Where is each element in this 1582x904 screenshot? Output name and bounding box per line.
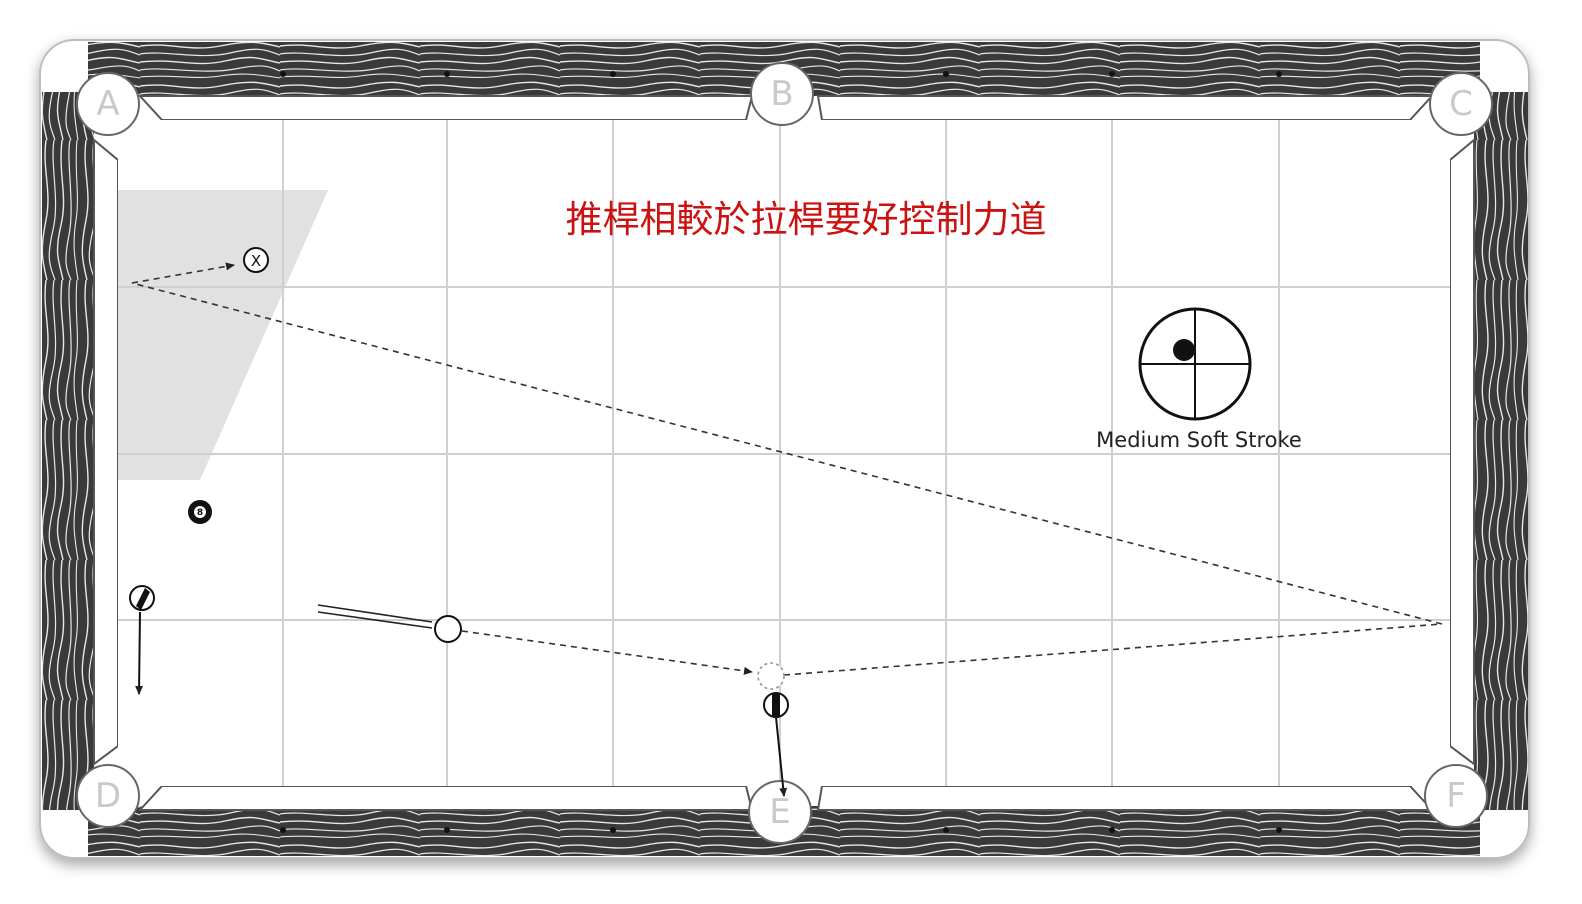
object-ball-striped — [763, 692, 789, 797]
pocket-a: A — [76, 72, 140, 136]
cue-stick — [317, 604, 433, 629]
left-rail — [42, 92, 94, 810]
pocket-e-label: E — [769, 792, 790, 832]
eight-ball: 8 — [188, 500, 212, 524]
striped-ball-left — [129, 585, 155, 695]
pocket-d-label: D — [95, 776, 121, 816]
pocket-e: E — [748, 780, 812, 844]
shaded-zone — [118, 190, 328, 480]
pocket-f: F — [1424, 764, 1488, 828]
eight-ball-label: 8 — [197, 508, 203, 518]
pockets: A B C D E F — [76, 62, 1493, 844]
cue-ball-path — [131, 262, 1443, 676]
table-grid — [118, 120, 1450, 786]
right-rail — [1474, 92, 1528, 810]
target-marker-label: X — [251, 252, 261, 270]
pocket-b: B — [750, 62, 814, 126]
diagram-title: 推桿相較於拉桿要好控制力道 — [566, 198, 1047, 241]
cue-tip-diagram: Medium Soft Stroke — [1096, 307, 1302, 452]
cue-ball — [434, 615, 462, 643]
rail-diamonds — [280, 71, 1282, 833]
pocket-b-label: B — [770, 74, 793, 114]
pocket-d: D — [76, 764, 140, 828]
pocket-c: C — [1429, 72, 1493, 136]
cue-tip-caption: Medium Soft Stroke — [1096, 428, 1302, 452]
ghost-cue-ball — [757, 662, 785, 690]
target-marker: X — [243, 247, 269, 273]
pocket-a-label: A — [96, 84, 119, 124]
pocket-f-label: F — [1446, 776, 1466, 816]
pocket-c-label: C — [1449, 84, 1473, 124]
cue-tip-contact-point — [1173, 339, 1195, 361]
